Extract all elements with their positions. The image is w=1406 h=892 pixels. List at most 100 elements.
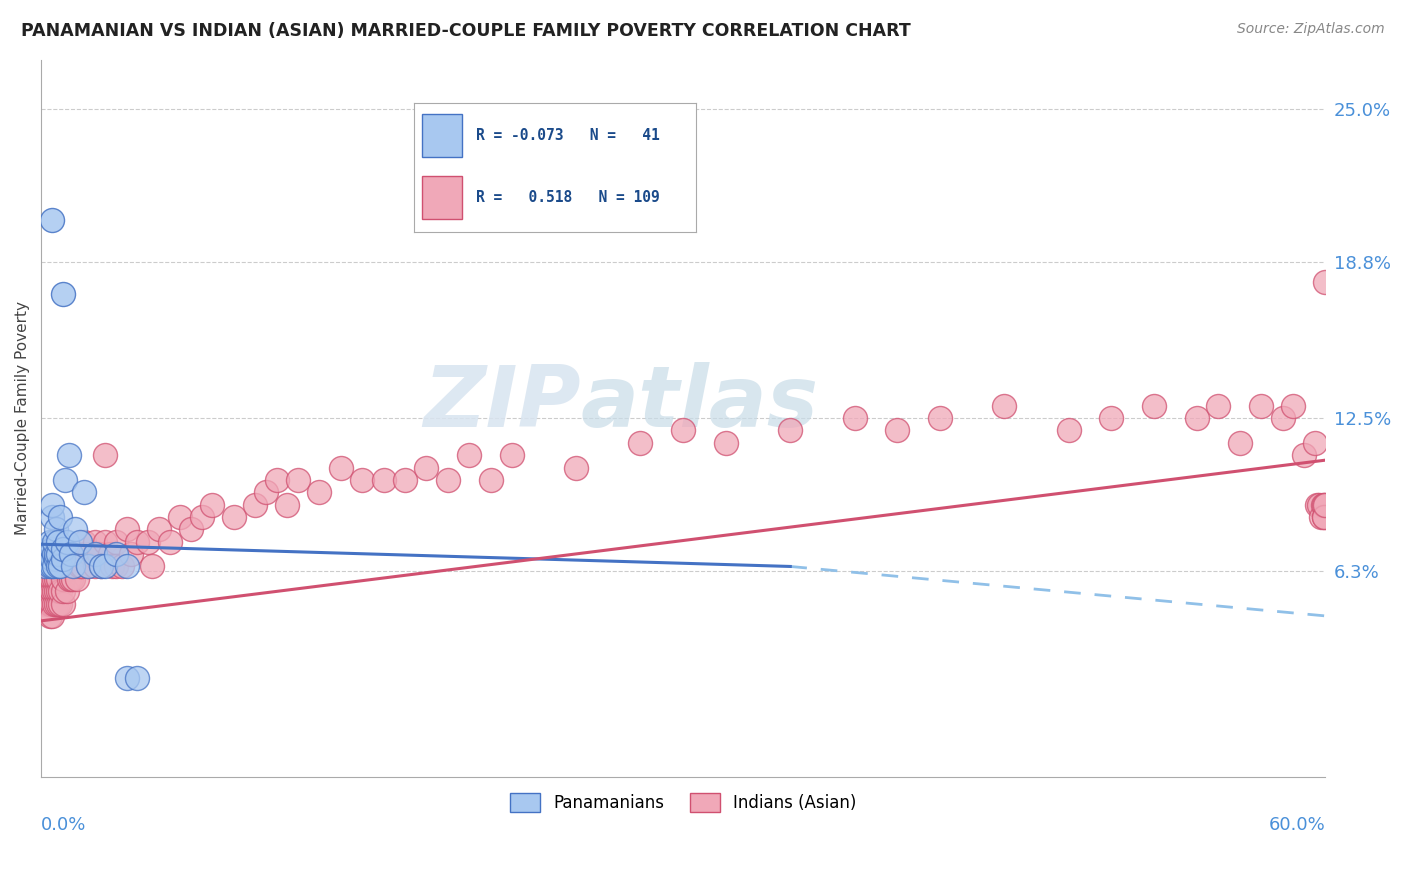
Point (87, 547, 110, 561)
Point (993, 399, 1015, 413)
Point (38, 608, 60, 623)
Point (38, 547, 60, 561)
Point (69, 547, 91, 561)
Point (148, 522, 170, 536)
Point (127, 534, 149, 549)
Point (565, 460, 588, 475)
Point (352, 473, 374, 487)
Point (501, 448, 523, 462)
Point (672, 424, 695, 438)
Point (49, 510, 72, 524)
Point (1312, 498, 1334, 512)
Point (115, 671, 138, 685)
Point (276, 498, 298, 512)
Point (45, 584, 67, 599)
Point (159, 534, 181, 549)
Point (83, 534, 105, 549)
Point (1308, 498, 1330, 512)
Point (1229, 435, 1251, 450)
Point (69, 534, 91, 549)
Point (41, 542, 63, 557)
Point (51, 287, 73, 301)
Point (34, 597, 56, 611)
Y-axis label: Married-Couple Family Poverty: Married-Couple Family Poverty (15, 301, 30, 535)
Point (60, 547, 83, 561)
Point (94, 448, 117, 462)
Point (458, 448, 481, 462)
Point (1310, 510, 1333, 524)
Point (46, 547, 69, 561)
Point (1143, 399, 1166, 413)
Text: PANAMANIAN VS INDIAN (ASIAN) MARRIED-COUPLE FAMILY POVERTY CORRELATION CHART: PANAMANIAN VS INDIAN (ASIAN) MARRIED-COU… (21, 22, 911, 40)
Point (37, 572, 59, 586)
Point (51, 552, 73, 566)
Point (779, 424, 801, 438)
Point (56, 559, 79, 574)
Point (222, 510, 245, 524)
Point (38, 534, 60, 549)
Point (51, 584, 73, 599)
Point (94, 559, 117, 574)
Point (62, 572, 84, 586)
Point (1057, 424, 1080, 438)
Point (436, 473, 458, 487)
Point (66, 572, 89, 586)
Point (73, 485, 96, 500)
Point (49, 559, 72, 574)
Point (190, 510, 212, 524)
Point (49, 597, 72, 611)
Point (79, 547, 101, 561)
Point (42, 584, 65, 599)
Text: Source: ZipAtlas.com: Source: ZipAtlas.com (1237, 22, 1385, 37)
Point (41, 552, 63, 566)
Point (42, 597, 65, 611)
Point (42, 559, 65, 574)
Point (34, 547, 56, 561)
Point (1250, 399, 1272, 413)
Point (58, 448, 80, 462)
Point (41, 572, 63, 586)
Point (415, 460, 437, 475)
Point (169, 510, 191, 524)
Point (90, 559, 112, 574)
Point (45, 522, 67, 536)
Point (1313, 510, 1336, 524)
Point (714, 435, 737, 450)
Point (373, 473, 395, 487)
Point (45, 597, 67, 611)
Point (45, 572, 67, 586)
Point (65, 559, 87, 574)
Point (77, 559, 100, 574)
Point (56, 534, 79, 549)
Point (115, 522, 138, 536)
Point (49, 584, 72, 599)
Point (1306, 498, 1329, 512)
Point (34, 559, 56, 574)
Point (53, 559, 76, 574)
Point (41, 510, 63, 524)
Point (886, 424, 908, 438)
Point (41, 608, 63, 623)
Point (115, 559, 138, 574)
Point (62, 559, 84, 574)
Point (65, 522, 87, 536)
Text: ZIP: ZIP (423, 362, 581, 445)
Point (62, 559, 84, 574)
Point (42, 572, 65, 586)
Point (394, 473, 416, 487)
Point (46, 597, 69, 611)
Point (1271, 411, 1294, 425)
Point (254, 485, 277, 500)
Point (1313, 498, 1336, 512)
Point (41, 559, 63, 574)
Point (46, 534, 69, 549)
Point (37, 552, 59, 566)
Point (266, 473, 288, 487)
Point (201, 498, 224, 512)
Point (37, 542, 59, 557)
Point (56, 584, 79, 599)
Point (1313, 498, 1336, 512)
Point (1282, 399, 1305, 413)
Point (83, 559, 105, 574)
Point (70, 559, 93, 574)
